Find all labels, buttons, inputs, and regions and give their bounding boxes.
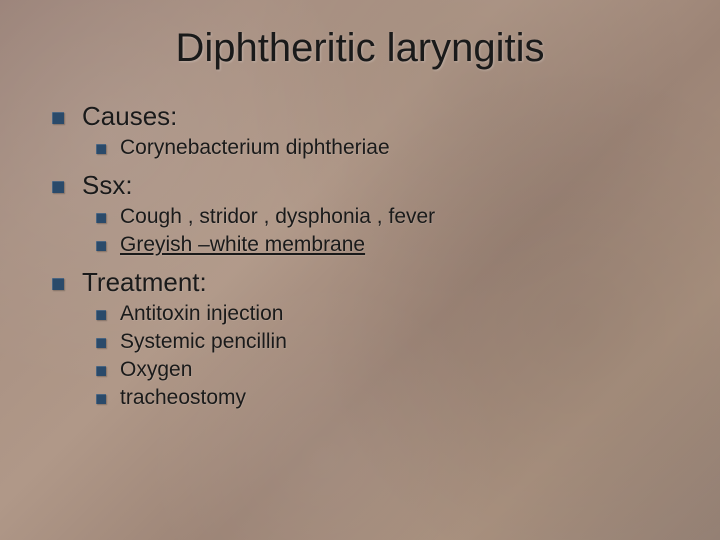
list-item: Antitoxin injection bbox=[96, 302, 680, 326]
square-bullet-icon bbox=[96, 394, 106, 404]
list-item: Greyish –white membrane bbox=[96, 233, 680, 257]
section-heading-treatment: Treatment: bbox=[52, 267, 680, 298]
square-bullet-icon bbox=[52, 112, 64, 124]
slide-title: Diphtheritic laryngitis bbox=[0, 0, 720, 101]
item-text: Cough , stridor , dysphonia , fever bbox=[120, 205, 435, 229]
square-bullet-icon bbox=[52, 181, 64, 193]
square-bullet-icon bbox=[96, 241, 106, 251]
item-text: Greyish –white membrane bbox=[120, 233, 365, 257]
square-bullet-icon bbox=[96, 213, 106, 223]
item-text: Oxygen bbox=[120, 358, 192, 382]
item-text: Antitoxin injection bbox=[120, 302, 283, 326]
heading-text: Ssx: bbox=[82, 170, 133, 201]
heading-text: Causes: bbox=[82, 101, 177, 132]
item-text: Systemic pencillin bbox=[120, 330, 287, 354]
list-item: Corynebacterium diphtheriae bbox=[96, 136, 680, 160]
slide: Diphtheritic laryngitis Causes: Coryneba… bbox=[0, 0, 720, 540]
section-heading-causes: Causes: bbox=[52, 101, 680, 132]
list-item: Cough , stridor , dysphonia , fever bbox=[96, 205, 680, 229]
square-bullet-icon bbox=[96, 366, 106, 376]
list-item: tracheostomy bbox=[96, 386, 680, 410]
square-bullet-icon bbox=[96, 144, 106, 154]
list-item: Oxygen bbox=[96, 358, 680, 382]
list-item: Systemic pencillin bbox=[96, 330, 680, 354]
item-text: tracheostomy bbox=[120, 386, 246, 410]
square-bullet-icon bbox=[96, 338, 106, 348]
section-heading-ssx: Ssx: bbox=[52, 170, 680, 201]
square-bullet-icon bbox=[52, 278, 64, 290]
item-text: Corynebacterium diphtheriae bbox=[120, 136, 390, 160]
square-bullet-icon bbox=[96, 310, 106, 320]
slide-content: Causes: Corynebacterium diphtheriae Ssx:… bbox=[0, 101, 720, 410]
heading-text: Treatment: bbox=[82, 267, 207, 298]
